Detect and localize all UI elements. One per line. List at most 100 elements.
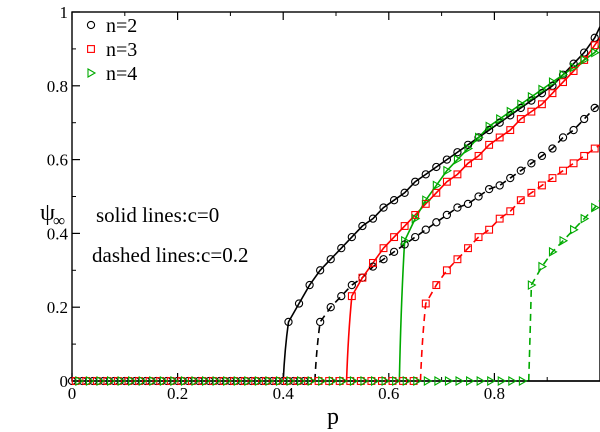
data-point-n=2 bbox=[305, 280, 314, 290]
data-point-n=2 bbox=[432, 218, 441, 227]
data-point-n=4 bbox=[591, 202, 600, 213]
zero-point-n=4 bbox=[265, 376, 275, 386]
data-point-n=3 bbox=[527, 188, 536, 197]
zero-point-n=4 bbox=[286, 376, 296, 386]
markers bbox=[67, 33, 600, 386]
zero-point-n=4 bbox=[455, 376, 465, 386]
data-point-n=3 bbox=[548, 89, 557, 98]
data-point-n=2 bbox=[421, 225, 430, 234]
legend: n=2n=3n=4 bbox=[86, 15, 137, 85]
x-tick-label: 0.4 bbox=[273, 384, 295, 403]
data-point-n=3 bbox=[590, 41, 599, 50]
zero-point-n=4 bbox=[202, 376, 211, 386]
data-point-n=4 bbox=[517, 99, 526, 110]
data-point-n=3 bbox=[559, 78, 567, 87]
data-point-n=2 bbox=[347, 232, 356, 242]
data-point-n=2 bbox=[411, 177, 420, 186]
zero-point-n=4 bbox=[328, 376, 338, 386]
data-point-n=2 bbox=[442, 210, 452, 220]
data-point-n=4 bbox=[591, 47, 600, 58]
zero-point-n=4 bbox=[508, 376, 517, 386]
data-point-n=2 bbox=[548, 144, 557, 153]
zero-point-n=4 bbox=[244, 376, 253, 386]
data-point-n=4 bbox=[548, 246, 558, 257]
data-point-n=3 bbox=[516, 196, 525, 205]
data-point-n=4 bbox=[464, 143, 474, 154]
data-point-n=4 bbox=[570, 224, 579, 235]
data-point-n=3 bbox=[485, 225, 494, 234]
data-point-n=2 bbox=[484, 125, 494, 135]
y-axis-label-main: ψ bbox=[40, 200, 55, 226]
data-point-n=2 bbox=[411, 232, 420, 242]
data-point-n=4 bbox=[432, 180, 442, 191]
zero-point-n=4 bbox=[360, 376, 370, 386]
zero-point-n=4 bbox=[518, 376, 528, 386]
zero-point-n=4 bbox=[233, 376, 243, 386]
data-point-n=3 bbox=[421, 299, 430, 308]
zero-point-n=4 bbox=[476, 376, 486, 386]
data-point-n=3 bbox=[537, 100, 546, 109]
zero-point-n=4 bbox=[487, 376, 496, 386]
data-point-n=2 bbox=[453, 203, 462, 212]
data-point-n=2 bbox=[463, 199, 473, 209]
y-tick-label: 1 bbox=[60, 3, 69, 22]
data-point-n=2 bbox=[400, 240, 409, 249]
data-point-n=3 bbox=[527, 107, 536, 116]
x-tick-label: 0 bbox=[68, 384, 77, 403]
data-point-n=2 bbox=[379, 255, 388, 264]
legend-marker-n=4 bbox=[87, 68, 97, 78]
data-point-n=4 bbox=[422, 195, 431, 206]
zero-point-n=4 bbox=[392, 376, 401, 386]
data-point-n=2 bbox=[389, 247, 399, 256]
data-point-n=2 bbox=[316, 266, 325, 275]
zero-point-n=4 bbox=[423, 376, 433, 386]
data-point-n=2 bbox=[527, 96, 536, 105]
data-point-n=2 bbox=[326, 255, 335, 264]
data-point-n=2 bbox=[516, 166, 525, 175]
data-point-n=3 bbox=[506, 207, 515, 216]
legend-label-n=4: n=4 bbox=[106, 63, 137, 85]
data-point-n=2 bbox=[537, 151, 547, 161]
data-point-n=4 bbox=[401, 235, 410, 246]
zero-point-n=4 bbox=[106, 376, 116, 386]
data-point-n=2 bbox=[484, 184, 494, 194]
data-point-n=3 bbox=[358, 273, 367, 282]
zero-point-n=4 bbox=[307, 376, 317, 386]
zero-point-n=4 bbox=[138, 376, 148, 386]
data-point-n=4 bbox=[580, 213, 590, 224]
x-axis-label: p bbox=[327, 404, 339, 430]
data-point-n=2 bbox=[558, 133, 568, 142]
data-point-n=2 bbox=[495, 118, 504, 127]
zero-point-n=4 bbox=[339, 376, 348, 386]
data-point-n=4 bbox=[506, 106, 516, 117]
data-point-n=3 bbox=[495, 133, 504, 142]
data-point-n=3 bbox=[347, 292, 356, 301]
zero-point-n=4 bbox=[254, 376, 264, 386]
zero-point-n=4 bbox=[96, 376, 106, 386]
data-point-n=2 bbox=[453, 148, 462, 157]
data-point-n=2 bbox=[495, 181, 504, 190]
y-tick-label: 0.6 bbox=[47, 151, 68, 170]
data-point-n=2 bbox=[337, 291, 346, 301]
data-point-n=3 bbox=[379, 244, 388, 253]
data-point-n=3 bbox=[474, 233, 483, 242]
data-point-n=2 bbox=[590, 103, 599, 113]
data-point-n=2 bbox=[337, 244, 346, 253]
data-point-n=2 bbox=[432, 162, 441, 172]
zero-point-n=4 bbox=[297, 376, 306, 386]
data-point-n=3 bbox=[453, 255, 462, 264]
data-point-n=3 bbox=[390, 233, 399, 242]
data-point-n=4 bbox=[527, 280, 537, 291]
zero-point-n=4 bbox=[75, 376, 84, 386]
zero-point-n=4 bbox=[170, 376, 180, 386]
x-tick-label: 0.2 bbox=[167, 384, 188, 403]
data-point-n=4 bbox=[496, 114, 505, 124]
y-tick-label: 0.8 bbox=[47, 77, 68, 96]
y-axis-label-subscript: ∞ bbox=[53, 211, 65, 230]
x-tick-label: 0.6 bbox=[378, 384, 399, 403]
legend-label-n=2: n=2 bbox=[106, 15, 137, 37]
y-axis: 0 0.2 0.4 0.6 0.8 1 bbox=[47, 3, 80, 391]
y-axis-label: ψ ∞ bbox=[40, 200, 65, 230]
data-point-n=4 bbox=[580, 55, 590, 65]
data-point-n=3 bbox=[432, 281, 441, 290]
